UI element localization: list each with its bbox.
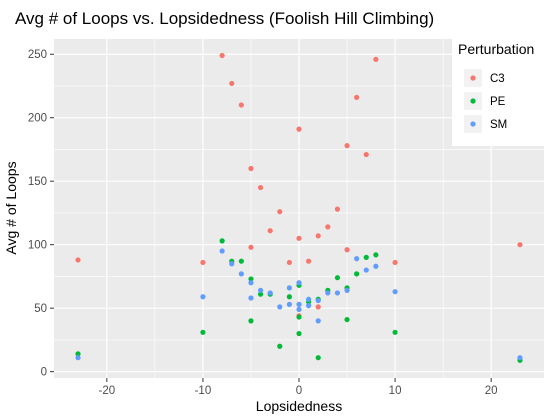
point-pe — [219, 238, 225, 244]
point-c3 — [248, 244, 254, 250]
point-c3 — [315, 304, 321, 310]
point-pe — [296, 314, 302, 320]
point-c3 — [286, 259, 292, 266]
point-c3 — [325, 224, 331, 230]
point-c3 — [200, 259, 206, 266]
point-c3 — [267, 228, 273, 234]
y-tick-label: 150 — [28, 176, 47, 188]
point-pe — [315, 355, 321, 361]
point-c3 — [315, 233, 321, 239]
point-pe — [75, 351, 81, 357]
point-pe — [248, 276, 254, 282]
point-pe — [296, 330, 302, 337]
point-sm — [344, 287, 350, 293]
chart-title: Avg # of Loops vs. Lopsidedness (Foolish… — [15, 9, 434, 28]
point-sm — [315, 318, 321, 324]
y-tick-label: 0 — [41, 367, 47, 379]
point-sm — [363, 267, 369, 273]
point-sm — [286, 285, 292, 291]
point-c3 — [344, 143, 350, 149]
point-pe — [363, 254, 369, 260]
y-axis-title: Avg # of Loops — [3, 161, 19, 254]
point-c3 — [229, 80, 235, 87]
point-c3 — [373, 56, 379, 62]
legend-title: Perturbation — [458, 41, 534, 57]
point-sm — [296, 301, 302, 307]
point-sm — [200, 294, 206, 300]
point-pe — [344, 316, 350, 323]
y-tick-label: 200 — [28, 113, 47, 125]
legend-marker-pe — [470, 98, 476, 104]
data-points — [75, 52, 523, 363]
y-tick-label: 250 — [28, 49, 47, 61]
point-sm — [517, 355, 523, 361]
point-sm — [373, 263, 379, 269]
point-c3 — [296, 235, 302, 241]
point-sm — [354, 256, 360, 262]
point-sm — [306, 303, 312, 309]
point-pe — [238, 258, 244, 264]
point-c3 — [248, 165, 254, 172]
point-sm — [334, 290, 341, 296]
point-c3 — [277, 209, 283, 215]
x-tick-label: -20 — [99, 385, 116, 397]
point-pe — [200, 329, 206, 335]
point-sm — [219, 248, 225, 254]
point-pe — [286, 294, 292, 300]
point-c3 — [354, 94, 360, 101]
point-sm — [325, 290, 331, 296]
point-c3 — [296, 126, 302, 132]
point-sm — [296, 280, 302, 286]
legend-label-sm: SM — [490, 119, 507, 131]
y-tick-label: 50 — [34, 303, 47, 315]
point-c3 — [306, 258, 312, 264]
point-sm — [267, 290, 273, 296]
point-sm — [277, 304, 283, 310]
point-c3 — [238, 102, 244, 108]
point-sm — [306, 296, 312, 302]
y-tick-label: 100 — [28, 240, 47, 252]
legend: Perturbation C3 PE SM — [452, 32, 544, 146]
point-pe — [334, 275, 341, 281]
point-c3 — [334, 206, 341, 212]
x-tick-label: 0 — [296, 385, 302, 397]
point-sm — [248, 295, 254, 301]
point-c3 — [219, 52, 225, 59]
point-c3 — [257, 184, 264, 191]
point-sm — [392, 289, 398, 295]
point-pe — [277, 343, 283, 349]
point-sm — [75, 355, 81, 361]
point-c3 — [392, 259, 398, 266]
point-sm — [248, 280, 254, 286]
point-sm — [257, 287, 264, 293]
legend-marker-c3 — [470, 75, 476, 81]
legend-label-c3: C3 — [490, 73, 505, 85]
x-axis-title: Lopsidedness — [256, 398, 342, 414]
point-sm — [315, 297, 321, 304]
point-pe — [257, 291, 264, 297]
x-tick-label: 20 — [485, 385, 498, 397]
point-sm — [238, 271, 244, 277]
point-c3 — [517, 242, 523, 248]
legend-label-pe: PE — [490, 96, 506, 108]
legend-marker-sm — [470, 121, 476, 127]
x-tick-label: 10 — [389, 385, 402, 397]
point-pe — [392, 329, 398, 335]
point-pe — [354, 271, 360, 277]
point-c3 — [344, 247, 350, 253]
point-c3 — [363, 151, 369, 158]
point-c3 — [75, 257, 81, 263]
point-sm — [296, 306, 302, 313]
point-pe — [373, 252, 379, 258]
point-pe — [248, 318, 254, 324]
point-sm — [229, 261, 235, 267]
x-tick-label: -10 — [195, 385, 212, 397]
point-sm — [286, 301, 292, 307]
